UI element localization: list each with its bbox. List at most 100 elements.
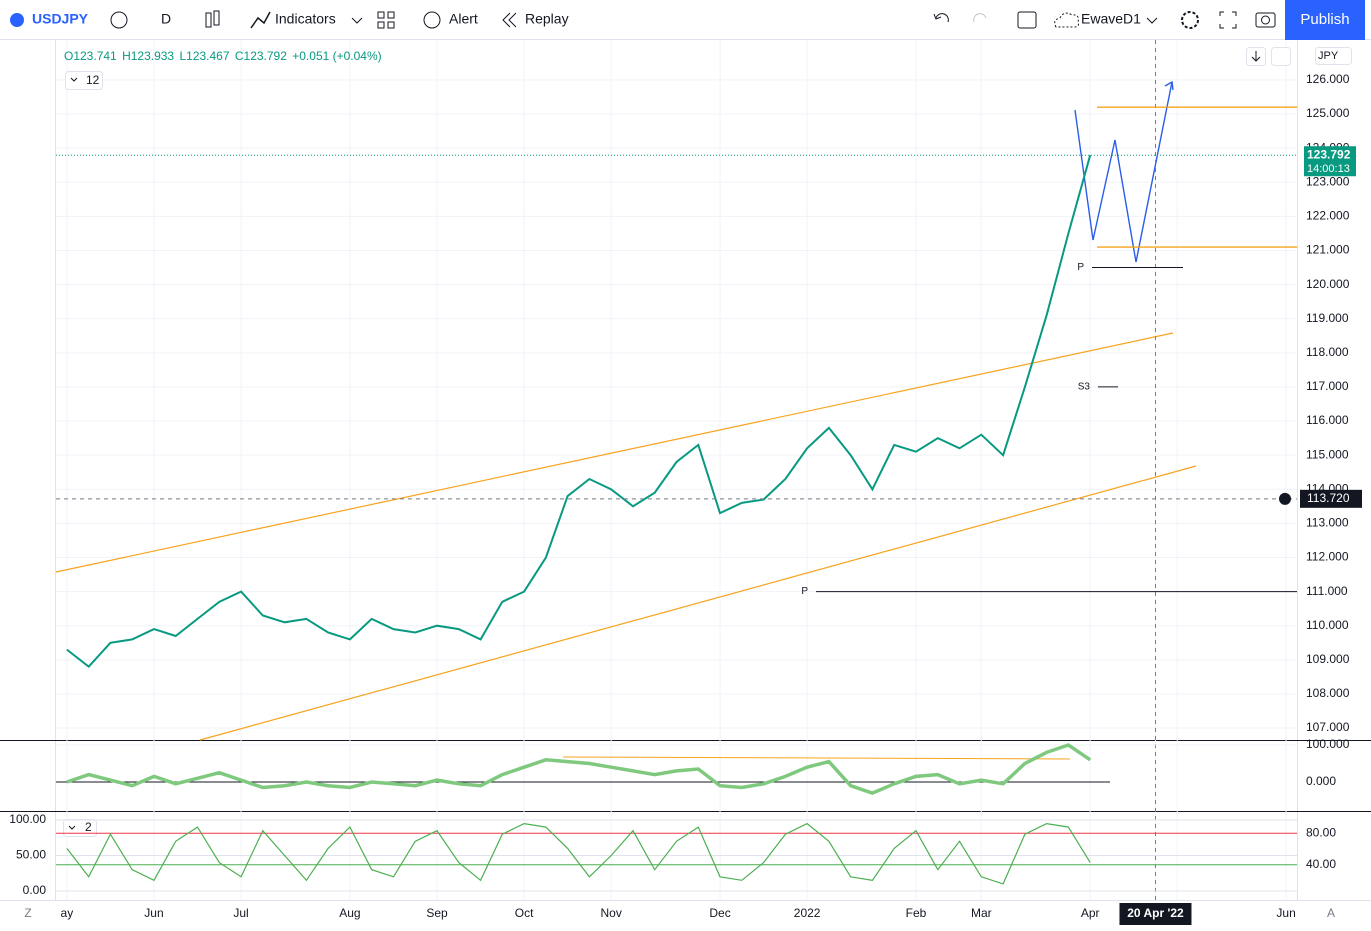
y-tick-label: 117.000 (1306, 379, 1349, 393)
y-tick-label: 119.000 (1306, 311, 1349, 325)
ohlc-legend: O123.741 H123.933 L123.467 C123.792 +0.0… (64, 49, 382, 63)
interval[interactable]: D (161, 11, 171, 27)
y-tick-label: 115.000 (1306, 447, 1349, 461)
channel-line (55, 332, 1174, 573)
auto-scale-button[interactable]: A (1327, 906, 1335, 920)
crosshair-label: 113.720 (1307, 491, 1350, 505)
publish-button-bg[interactable] (1285, 0, 1365, 40)
reset-button[interactable] (1271, 47, 1291, 66)
undo-icon[interactable] (933, 13, 949, 23)
pivot-label: S3 (1078, 382, 1091, 393)
layout-toggle[interactable] (1017, 11, 1037, 29)
y-tick-label: 50.00 (16, 848, 46, 862)
crosshair-plus (1279, 492, 1291, 505)
indicators-icon[interactable] (250, 11, 271, 29)
osc-trend-line (562, 756, 1071, 760)
time-label-bg (1119, 903, 1192, 925)
y-tick-label: 107.000 (1306, 720, 1350, 734)
y-tick-label: 100.000 (1306, 737, 1350, 751)
x-tick-label: Dec (709, 906, 730, 920)
crosshair-label-bg (1300, 489, 1362, 508)
layout-icon[interactable] (377, 11, 395, 29)
chart-type-icon[interactable] (205, 12, 212, 28)
currency-button[interactable] (1315, 47, 1352, 65)
alert-button[interactable]: Alert (449, 11, 478, 27)
redo-icon[interactable] (973, 13, 987, 23)
indicator-toggle[interactable] (65, 71, 103, 90)
y-tick-label: 125.000 (1306, 106, 1350, 120)
low: L123.467 (179, 49, 229, 63)
y-tick-label: 110.000 (1306, 618, 1349, 632)
y-tick-label: 118.000 (1306, 345, 1349, 359)
high: H123.933 (122, 49, 174, 63)
alert-icon[interactable] (423, 11, 441, 29)
indicator-count: 12 (86, 73, 100, 87)
series-line (66, 743, 1092, 795)
series-line (66, 822, 1091, 885)
forecast-arrow (1164, 80, 1174, 91)
y-tick-label: 0.00 (23, 883, 47, 897)
replay-icon[interactable] (502, 12, 517, 28)
pivot-label: P (1077, 262, 1084, 273)
y-tick-label: 100.00 (9, 812, 46, 826)
chart-type-icon (213, 10, 220, 26)
chevron (68, 825, 76, 830)
series-line (66, 154, 1092, 669)
x-tick-label: Jun (144, 906, 163, 920)
currency[interactable]: JPY (1318, 50, 1339, 62)
dropdown-icon[interactable] (1146, 17, 1158, 24)
snapshot-icon[interactable] (1255, 12, 1276, 28)
x-tick-label: Sep (426, 906, 448, 920)
open: O123.741 (64, 49, 117, 63)
y-tick-label: 112.000 (1306, 550, 1349, 564)
y2-tick-label: 80.00 (1306, 825, 1336, 839)
y-tick-label: 122.000 (1306, 209, 1350, 223)
channel-line (199, 465, 1197, 741)
zoom-button[interactable]: Z (24, 906, 31, 920)
change: +0.051 (+0.04%) (292, 49, 381, 63)
y-tick-label: 126.000 (1306, 72, 1350, 86)
y-tick-label: 123.000 (1306, 174, 1350, 188)
last-price-bg (1304, 146, 1356, 177)
add-symbol-icon[interactable] (110, 11, 128, 29)
close: C123.792 (235, 49, 287, 63)
x-tick-label: Oct (515, 906, 534, 920)
y-tick-label: 0.000 (1306, 774, 1336, 788)
grid (56, 40, 1297, 900)
pane-toggle[interactable] (63, 819, 97, 837)
x-tick-label: Jul (233, 906, 248, 920)
fullscreen-icon[interactable] (1219, 11, 1237, 29)
snapshot-icon (1261, 15, 1270, 25)
y-tick-label: 120.000 (1306, 277, 1350, 291)
publish-button[interactable]: Publish (1300, 11, 1349, 28)
x-tick-label: Aug (339, 906, 360, 920)
pivot-label: P (801, 586, 808, 597)
settings-icon[interactable] (1181, 11, 1199, 29)
y-tick-label: 108.000 (1306, 686, 1350, 700)
forecast-path (1074, 81, 1173, 263)
x-tick-label: Jun (1276, 906, 1295, 920)
x-tick-label: Mar (971, 906, 992, 920)
countdown: 14:00:13 (1307, 163, 1350, 175)
x-tick-label: Nov (601, 906, 622, 920)
pane-count: 2 (85, 820, 92, 834)
y-tick-label: 109.000 (1306, 652, 1350, 666)
symbol-flag (10, 13, 24, 27)
toolbar: USDJPY D Indicators Alert Replay EwaveD1… (0, 0, 1371, 40)
y2-tick-label: 40.00 (1306, 857, 1336, 871)
x-tick-label-highlight: 20 Apr '22 (1127, 906, 1184, 920)
dropdown-icon[interactable] (351, 17, 363, 24)
arrow-icon (1251, 51, 1261, 62)
layout-name[interactable]: EwaveD1 (1081, 11, 1141, 27)
x-tick-label: Feb (906, 906, 927, 920)
cloud-icon[interactable] (1054, 12, 1079, 28)
chevron (70, 77, 78, 82)
y-tick-label: 121.000 (1306, 243, 1350, 257)
last-price-label: 123.792 (1307, 147, 1351, 161)
symbol[interactable]: USDJPY (32, 11, 89, 27)
indicators-button[interactable]: Indicators (275, 11, 336, 27)
y-tick-label: 116.000 (1306, 413, 1349, 427)
replay-button[interactable]: Replay (525, 11, 569, 27)
